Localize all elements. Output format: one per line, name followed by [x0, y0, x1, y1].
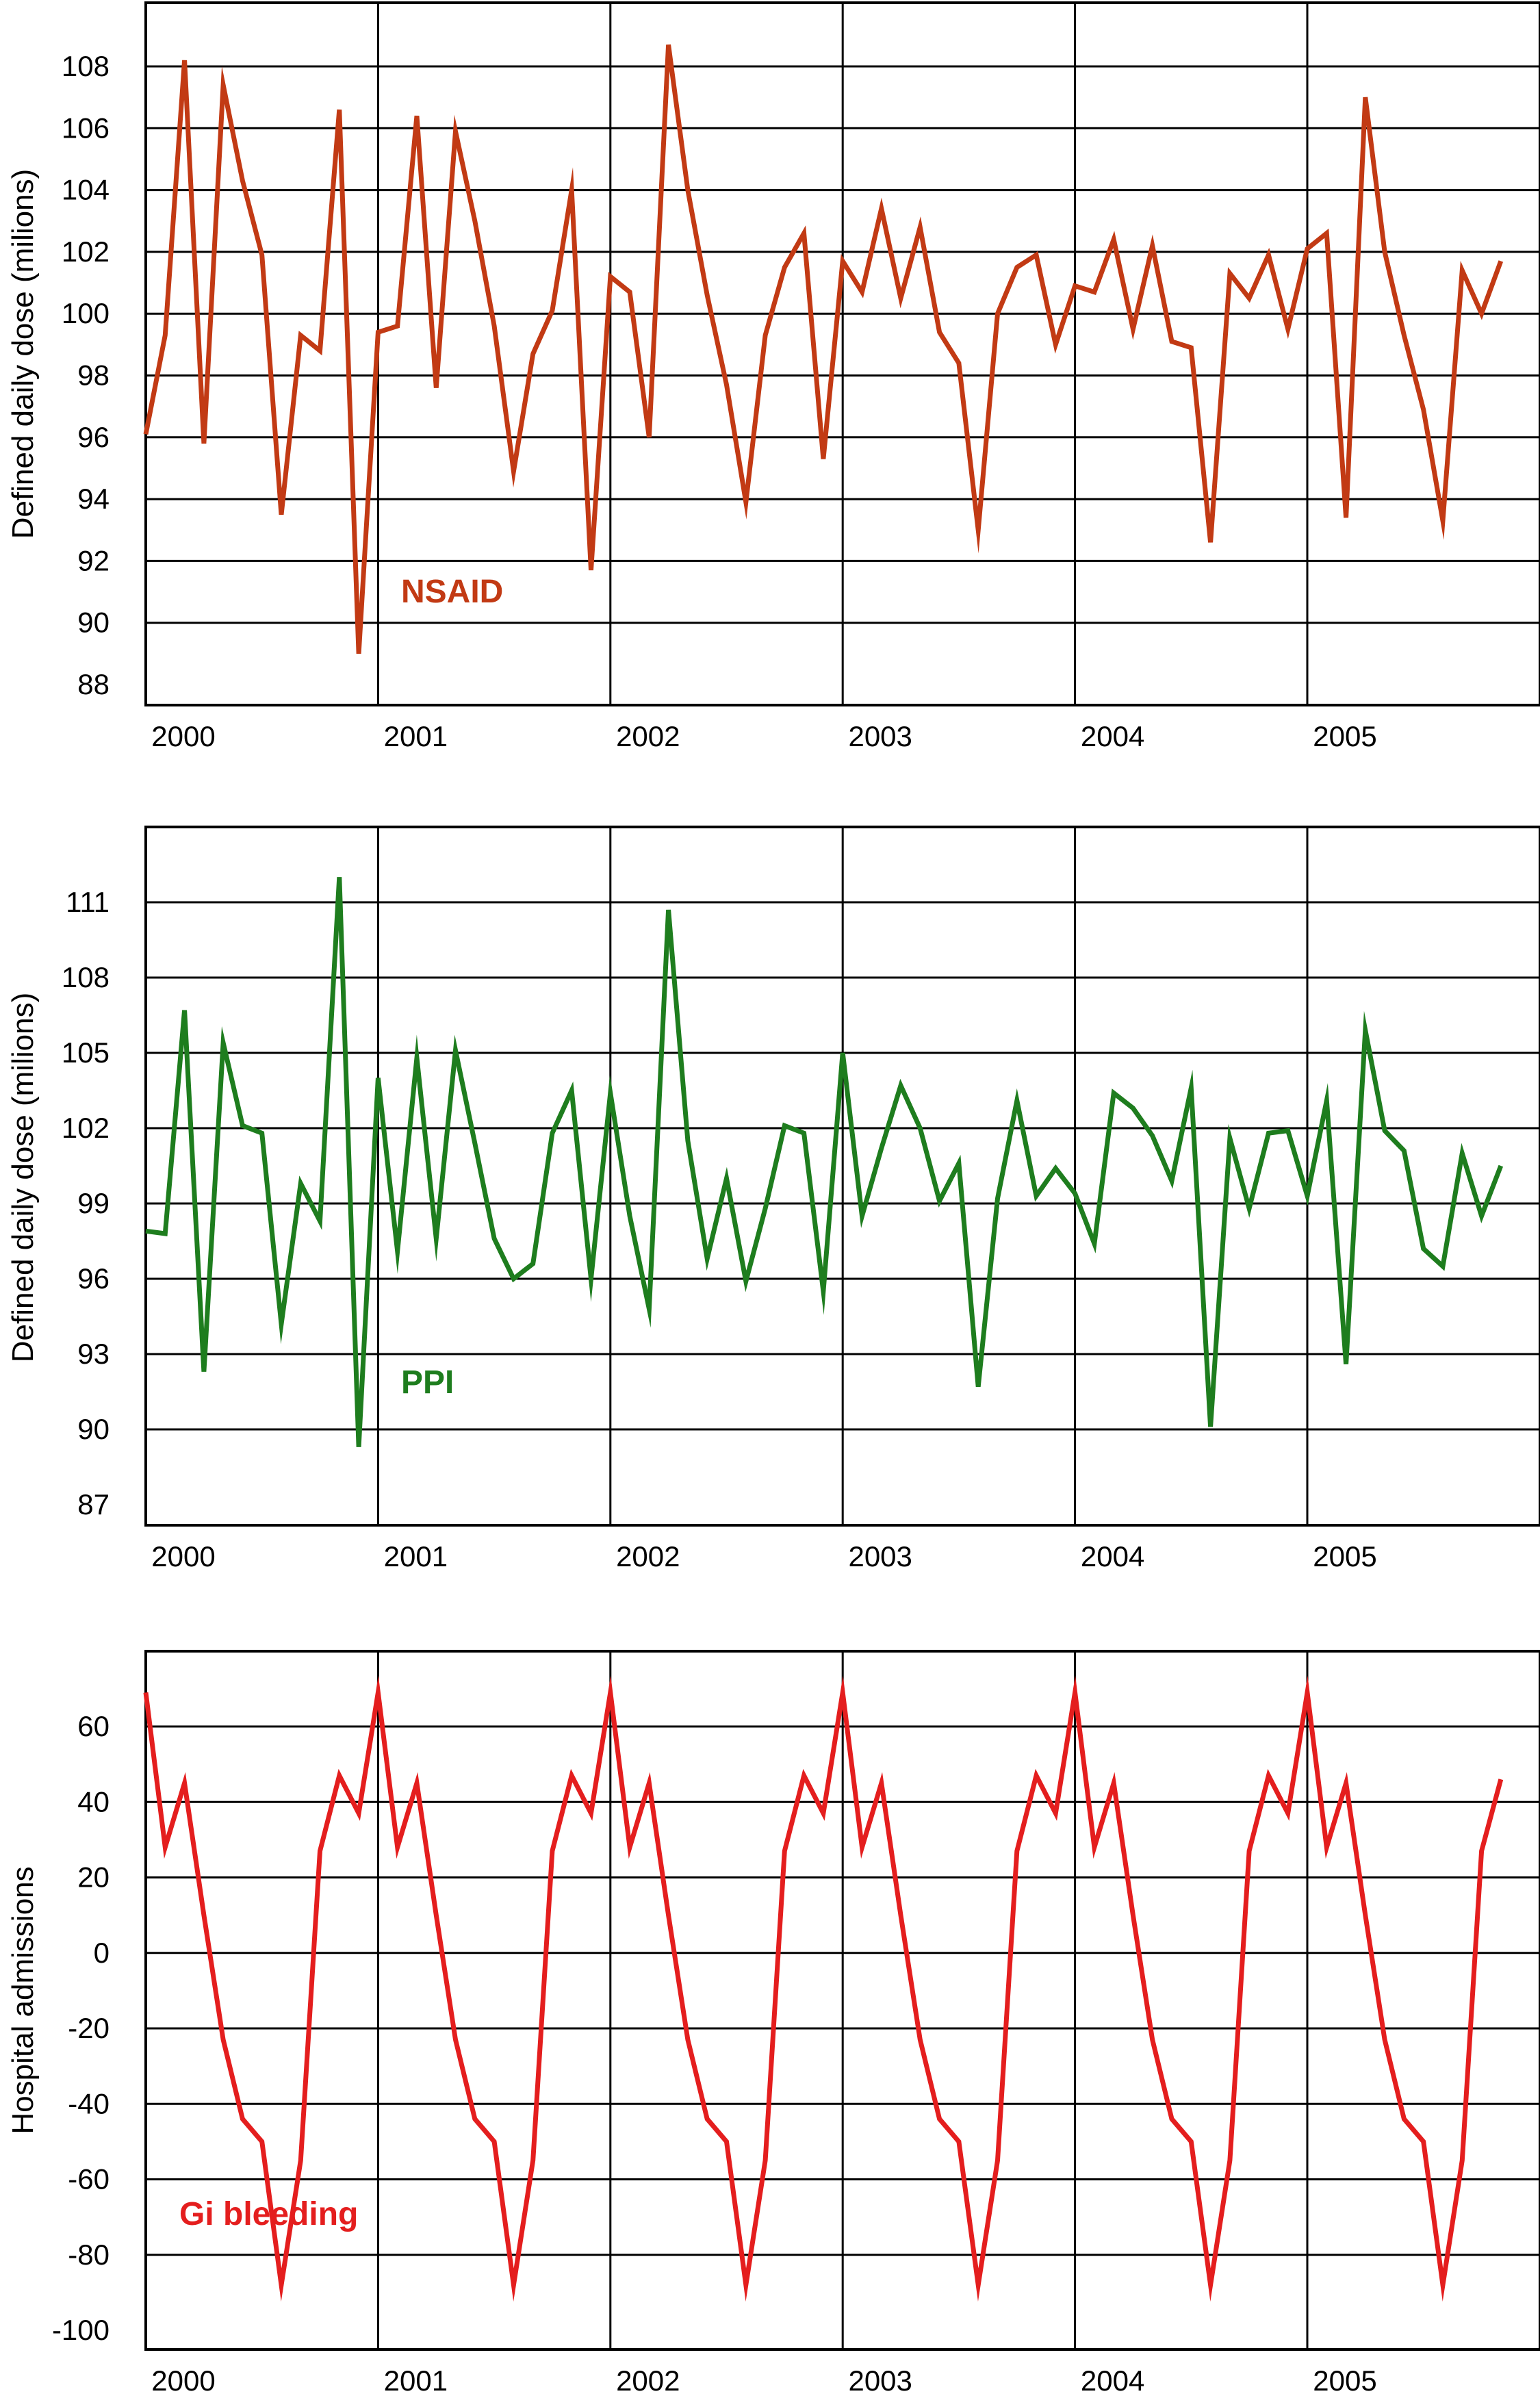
y-axis-label: Hospital admissions — [6, 1866, 40, 2134]
y-tick-label: -20 — [68, 2012, 110, 2044]
y-tick-label: 92 — [77, 544, 110, 576]
y-tick-label: 87 — [77, 1488, 110, 1520]
series-annotation: Gi bleeding — [179, 2196, 358, 2232]
x-tick-label: 2003 — [848, 720, 912, 752]
x-tick-label: 2003 — [848, 2365, 912, 2396]
y-tick-label: 98 — [77, 359, 110, 392]
y-tick-label: 93 — [77, 1338, 110, 1370]
y-tick-label: 40 — [77, 1785, 110, 1818]
y-axis-label: Defined daily dose (milions) — [6, 169, 40, 539]
y-tick-label: 94 — [77, 483, 110, 515]
y-tick-label: 106 — [62, 112, 110, 144]
chart-panel-1: 88 90 92 94 96 98 100 102 104 106 108 2000 2001 2002 2… — [6, 1, 1540, 752]
x-tick-label: 2001 — [384, 1540, 448, 1572]
y-tick-label: 102 — [62, 1112, 110, 1144]
y-tick-label: 105 — [62, 1036, 110, 1069]
y-axis-label: Defined daily dose (milions) — [6, 993, 40, 1362]
series-annotation: NSAID — [401, 574, 503, 610]
y-tick-label: -40 — [68, 2087, 110, 2119]
y-tick-label: 100 — [62, 297, 110, 329]
y-tick-label: 96 — [77, 1262, 110, 1295]
x-tick-label: 2002 — [616, 2365, 680, 2396]
series-annotation: PPI — [401, 1364, 454, 1401]
x-tick-label: 2003 — [848, 1540, 912, 1572]
y-tick-label: -80 — [68, 2239, 110, 2271]
x-tick-label: 2000 — [151, 1540, 215, 1572]
x-tick-label: 2005 — [1313, 1540, 1376, 1572]
y-tick-label: 96 — [77, 421, 110, 453]
x-tick-label: 2002 — [616, 1540, 680, 1572]
x-tick-label: 2005 — [1313, 720, 1376, 752]
x-tick-label: 2004 — [1081, 720, 1144, 752]
y-tick-label: 108 — [62, 50, 110, 82]
x-tick-label: 2004 — [1081, 2365, 1144, 2396]
y-tick-label: 90 — [77, 1413, 110, 1445]
y-tick-label: 108 — [62, 961, 110, 993]
chart-panel-2: 87 90 93 96 99 102 105 108 111 2000 2001 2002 2003 20… — [6, 826, 1540, 1572]
y-tick-label: 99 — [77, 1187, 110, 1219]
y-tick-label: 60 — [77, 1710, 110, 1742]
x-tick-label: 2000 — [151, 720, 215, 752]
y-tick-label: 111 — [66, 886, 110, 918]
x-tick-label: 2005 — [1313, 2365, 1376, 2396]
y-tick-label: 90 — [77, 607, 110, 639]
x-tick-label: 2004 — [1081, 1540, 1144, 1572]
x-tick-label: 2002 — [616, 720, 680, 752]
y-tick-label: 104 — [62, 174, 110, 206]
y-tick-label: 0 — [94, 1937, 110, 1969]
y-tick-label: 88 — [77, 668, 110, 700]
x-tick-label: 2001 — [384, 720, 448, 752]
y-tick-label: -100 — [52, 2314, 110, 2346]
chart-panel-3: -100 -80 -60 -40 -20 0 20 40 60 2000 2001 2002 2003 2… — [6, 1650, 1540, 2396]
y-tick-label: 20 — [77, 1861, 110, 1894]
y-tick-label: -60 — [68, 2163, 110, 2195]
x-tick-label: 2000 — [151, 2365, 215, 2396]
y-tick-label: 102 — [62, 235, 110, 268]
x-tick-label: 2001 — [384, 2365, 448, 2396]
